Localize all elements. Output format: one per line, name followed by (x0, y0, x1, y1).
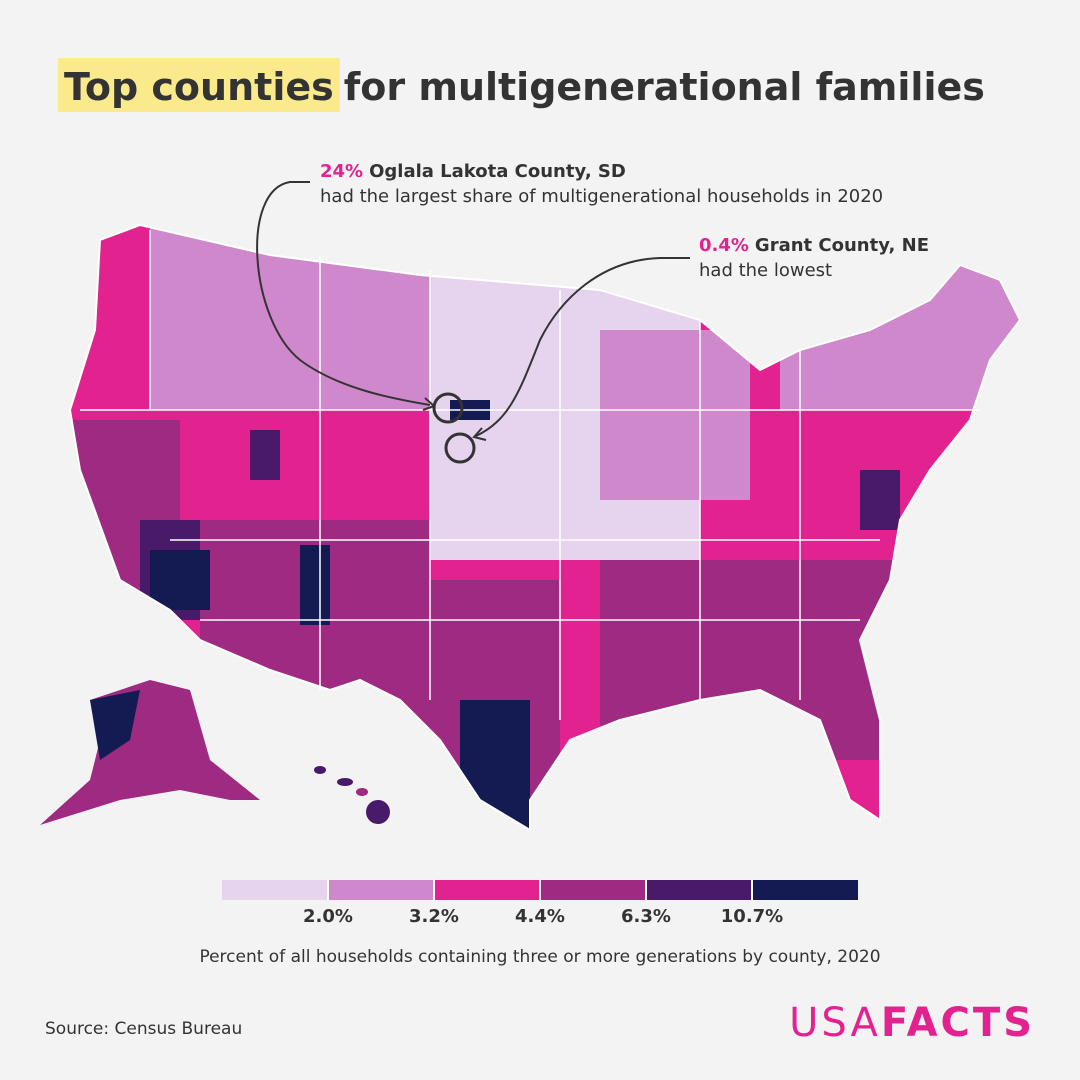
island (366, 800, 390, 824)
annotation: 0.4% Grant County, NE (699, 235, 929, 256)
legend-caption: Percent of all households containing thr… (199, 947, 880, 967)
region (300, 545, 330, 625)
legend-label: 6.3% (621, 906, 671, 927)
border (80, 230, 980, 720)
title: Top counties for multigenerational famili… (64, 65, 985, 109)
annotation-share: 0.4% (699, 235, 749, 256)
annotation: 24% Oglala Lakota County, SD (320, 161, 626, 182)
highlight-circle (432, 392, 464, 424)
legend-swatch (328, 880, 434, 900)
annotation-name: Grant County, NE (755, 235, 929, 256)
region (600, 330, 750, 500)
annotation-note: had the largest share of multigeneration… (320, 186, 883, 207)
legend-swatch (646, 880, 752, 900)
island (314, 766, 326, 774)
island (337, 778, 353, 786)
logo-bold: FACTS (881, 1000, 1035, 1046)
arrow-head (472, 427, 487, 441)
map-hawaii (314, 766, 390, 824)
legend: 2.0% 3.2% 4.4% 6.3% 10.7% (222, 880, 858, 927)
legend-swatch (434, 880, 540, 900)
title-highlight-text: Top counties (64, 65, 334, 109)
region (250, 430, 280, 480)
legend-swatch (222, 880, 328, 900)
region (860, 470, 900, 530)
logo: USAFACTS (789, 1000, 1035, 1046)
map-outline (68, 223, 1022, 832)
arrow (256, 181, 431, 406)
region (150, 550, 210, 610)
annotation-share: 24% (320, 161, 363, 182)
logo-light: USA (789, 1000, 881, 1046)
island (356, 788, 368, 796)
legend-label: 4.4% (515, 906, 565, 927)
annotation-name: Oglala Lakota County, SD (369, 161, 626, 182)
source: Source: Census Bureau (45, 1019, 242, 1039)
legend-label: 2.0% (303, 906, 353, 927)
legend-swatch (540, 880, 646, 900)
legend-label: 3.2% (409, 906, 459, 927)
title-highlight (58, 58, 340, 112)
state-borders (80, 230, 980, 720)
legend-swatch (752, 880, 858, 900)
arrow-head (422, 397, 436, 411)
highlight-circle (444, 432, 476, 464)
map-alaska-region (90, 690, 140, 760)
arrow (475, 257, 690, 437)
title-rest: for multigenerational families (344, 65, 985, 109)
annotation-note: had the lowest (699, 260, 832, 281)
legend-label: 10.7% (721, 906, 783, 927)
